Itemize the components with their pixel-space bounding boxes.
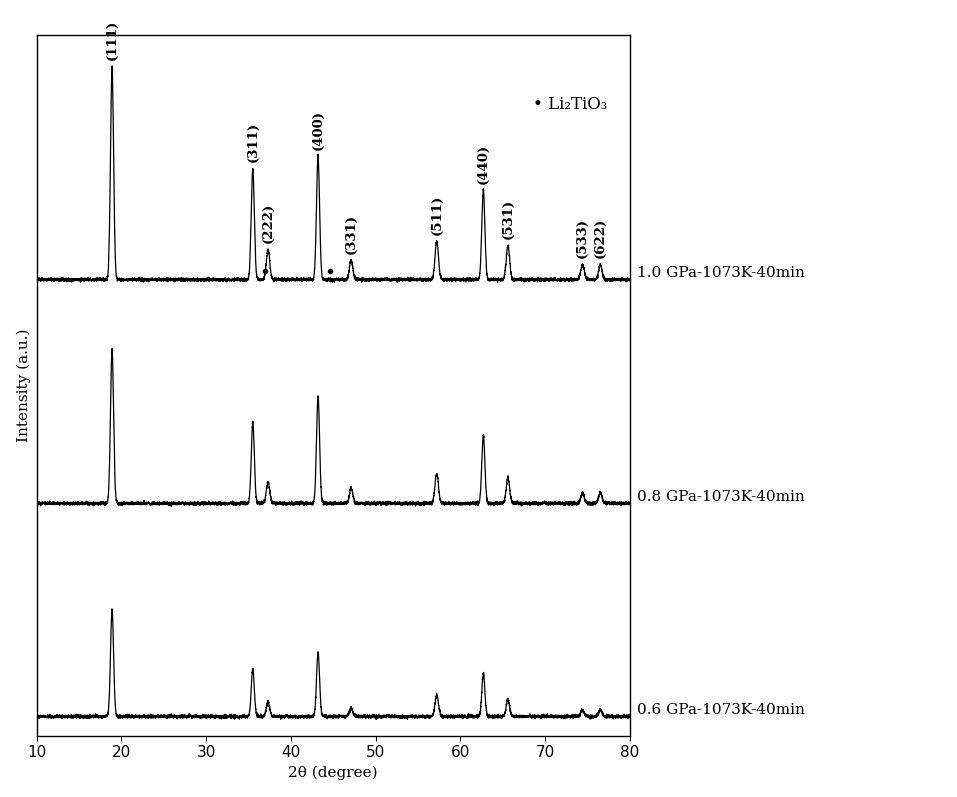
Text: (331): (331) bbox=[345, 214, 358, 254]
Text: 0.6 GPa-1073K-40min: 0.6 GPa-1073K-40min bbox=[636, 703, 805, 717]
Text: • Li₂TiO₃: • Li₂TiO₃ bbox=[532, 96, 607, 113]
Text: (222): (222) bbox=[261, 203, 275, 243]
Text: (440): (440) bbox=[477, 143, 490, 184]
Text: 1.0 GPa-1073K-40min: 1.0 GPa-1073K-40min bbox=[636, 266, 805, 281]
Text: (111): (111) bbox=[105, 20, 119, 60]
Text: (400): (400) bbox=[312, 110, 324, 150]
Y-axis label: Intensity (a.u.): Intensity (a.u.) bbox=[16, 328, 31, 442]
Text: (511): (511) bbox=[431, 194, 443, 235]
X-axis label: 2θ (degree): 2θ (degree) bbox=[288, 766, 378, 780]
Text: (311): (311) bbox=[246, 122, 259, 163]
Text: (533): (533) bbox=[576, 218, 589, 258]
Text: (531): (531) bbox=[501, 199, 515, 239]
Text: (622): (622) bbox=[594, 218, 607, 258]
Text: 0.8 GPa-1073K-40min: 0.8 GPa-1073K-40min bbox=[636, 490, 805, 504]
